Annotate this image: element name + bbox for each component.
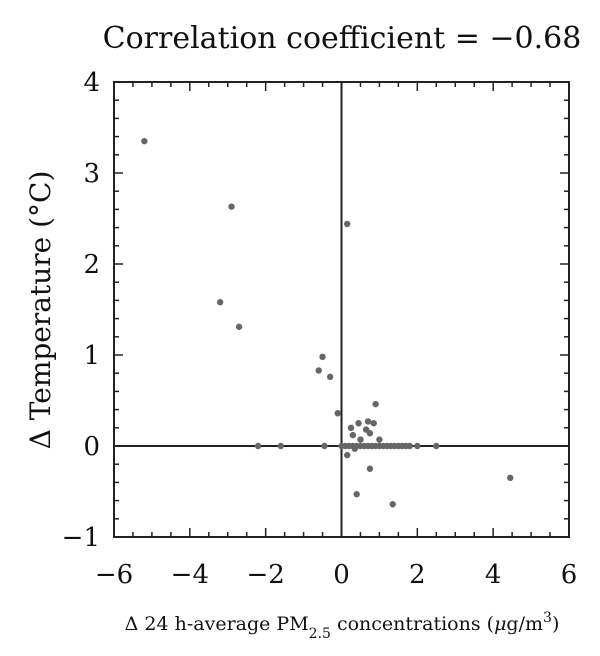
x-tick-label: 0 — [333, 560, 350, 590]
plot-area — [113, 81, 570, 538]
data-point — [141, 137, 148, 145]
chart-title: Correlation coefficient = −0.68 — [103, 21, 582, 56]
data-point — [433, 442, 440, 450]
x-tick-label: −6 — [95, 560, 133, 590]
data-point — [315, 367, 322, 374]
y-tick-label: 1 — [83, 341, 100, 371]
data-point — [343, 220, 351, 228]
x-tick-label: −4 — [171, 560, 209, 590]
data-point — [366, 430, 374, 437]
x-tick-label: 6 — [561, 560, 578, 590]
data-point — [364, 418, 372, 425]
y-tick-label: 3 — [83, 159, 100, 189]
x-axis-label-unit: g/m — [506, 613, 543, 635]
x-axis-label-mu: μ — [494, 613, 506, 635]
data-point — [406, 442, 413, 450]
data-point — [355, 420, 362, 427]
data-point — [334, 410, 341, 417]
data-point — [254, 442, 262, 450]
data-point — [349, 431, 357, 439]
y-tick-label: 2 — [83, 250, 100, 280]
x-tick-labels: −6 −4 −2 0 2 4 6 — [95, 560, 577, 590]
x-axis-label-sub: 2.5 — [309, 626, 331, 642]
data-point — [343, 451, 351, 459]
y-axis-label: Δ Temperature (°C) — [24, 171, 57, 450]
data-points — [141, 137, 514, 508]
y-tick-label: 4 — [83, 68, 100, 98]
x-axis-label: Δ 24 h-average PM2.5 concentrations (μg/… — [125, 610, 560, 642]
x-axis-label-post: ) — [552, 613, 559, 635]
x-axis-label-sup: 3 — [543, 610, 552, 626]
data-point — [389, 501, 396, 508]
data-point — [321, 442, 328, 450]
data-point — [351, 445, 358, 452]
y-tick-label: 0 — [83, 432, 100, 462]
y-tick-labels: −1 0 1 2 3 4 — [62, 68, 100, 553]
data-point — [414, 442, 421, 450]
data-point — [235, 323, 243, 330]
data-point — [370, 420, 377, 427]
y-tick-label: −1 — [62, 523, 100, 553]
data-point — [319, 353, 326, 361]
axis-ticks — [113, 81, 570, 538]
data-point — [372, 400, 379, 408]
data-point — [228, 203, 235, 210]
data-point — [216, 299, 224, 306]
x-axis-label-mid: concentrations ( — [331, 613, 494, 635]
x-tick-label: −2 — [247, 560, 285, 590]
x-tick-label: 4 — [485, 560, 502, 590]
data-point — [366, 465, 374, 472]
data-point — [326, 373, 334, 381]
data-point — [507, 474, 514, 482]
data-point — [357, 436, 364, 443]
x-axis-label-pre: Δ 24 h-average PM — [125, 613, 309, 635]
data-point — [347, 424, 355, 431]
data-point — [353, 491, 360, 498]
data-point — [376, 436, 383, 443]
data-point — [277, 442, 285, 450]
x-tick-label: 2 — [409, 560, 426, 590]
